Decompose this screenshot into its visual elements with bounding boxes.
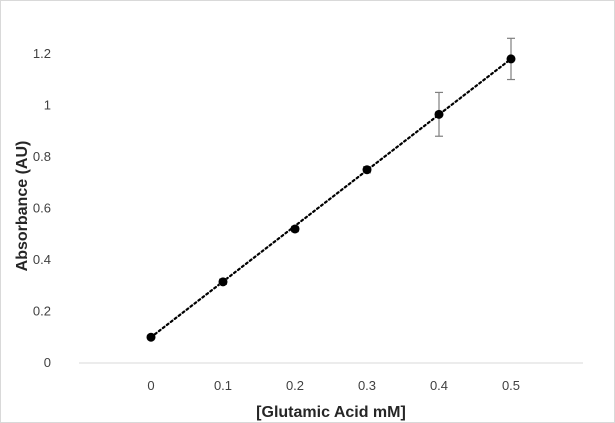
y-tick-label: 0.6 (33, 200, 51, 215)
y-tick-labels: 0 0.2 0.4 0.6 0.8 1 1.2 (33, 46, 51, 370)
x-tick-label: 0 (147, 378, 154, 393)
x-tick-label: 0.1 (214, 378, 232, 393)
y-tick-label: 0 (44, 355, 51, 370)
x-tick-labels: 0 0.1 0.2 0.3 0.4 0.5 (147, 378, 520, 393)
x-tick-label: 0.3 (358, 378, 376, 393)
y-tick-label: 1 (44, 97, 51, 112)
data-point (146, 332, 156, 342)
y-tick-label: 0.8 (33, 149, 51, 164)
trendline (149, 57, 513, 339)
data-point (218, 277, 228, 287)
x-tick-label: 0.4 (430, 378, 448, 393)
y-tick-label: 1.2 (33, 46, 51, 61)
y-tick-label: 0.4 (33, 252, 51, 267)
x-axis-title: [Glutamic Acid mM] (256, 404, 406, 421)
data-point (434, 109, 444, 119)
trendline-group (149, 57, 513, 339)
error-bars (147, 37, 515, 340)
x-tick-label: 0.5 (502, 378, 520, 393)
y-tick-label: 0.2 (33, 303, 51, 318)
data-point (290, 224, 300, 234)
data-points (146, 54, 516, 342)
y-axis-title: Absorbance (AU) (14, 141, 31, 272)
x-tick-label: 0.2 (286, 378, 304, 393)
data-point (506, 54, 516, 64)
data-point (362, 165, 372, 175)
